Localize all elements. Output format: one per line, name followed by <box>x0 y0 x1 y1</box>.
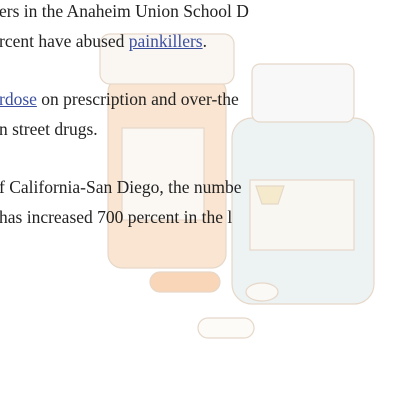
text-line: n street drugs. <box>0 114 402 144</box>
text-run: has increased 700 percent in the l <box>0 207 233 227</box>
paragraph: rdose on prescription and over-the n stre… <box>0 84 402 144</box>
capsule <box>149 271 221 293</box>
text-line: f California-San Diego, the numbe <box>0 172 402 202</box>
text-link[interactable]: rdose <box>0 89 37 109</box>
label-tag <box>255 185 285 205</box>
text-run: f California-San Diego, the numbe <box>0 177 242 197</box>
paragraph: ers in the Anaheim Union School D rcent h… <box>0 0 402 56</box>
bottle-cap <box>99 33 235 85</box>
text-run: rcent have abused <box>0 31 129 51</box>
text-line: rcent have abused painkillers. <box>0 26 402 56</box>
pill <box>245 282 279 302</box>
glass-bottle-label <box>249 179 355 251</box>
paragraph: f California-San Diego, the numbe has in… <box>0 172 402 232</box>
article-text: ers in the Anaheim Union School D rcent h… <box>0 0 402 232</box>
glass-bottle <box>231 117 375 305</box>
bottle-label <box>121 127 205 221</box>
text-line: ers in the Anaheim Union School D <box>0 0 402 26</box>
text-run: . <box>202 31 207 51</box>
pill-outline <box>197 317 255 339</box>
text-line: rdose on prescription and over-the <box>0 84 402 114</box>
text-line: has increased 700 percent in the l <box>0 202 402 232</box>
glass-bottle-cap <box>251 63 355 123</box>
text-link[interactable]: painkillers <box>128 31 203 51</box>
text-run: n street drugs. <box>0 119 98 139</box>
text-run: on prescription and over-the <box>36 89 239 109</box>
text-run: ers in the Anaheim Union School D <box>0 1 249 21</box>
amber-bottle <box>107 77 227 269</box>
